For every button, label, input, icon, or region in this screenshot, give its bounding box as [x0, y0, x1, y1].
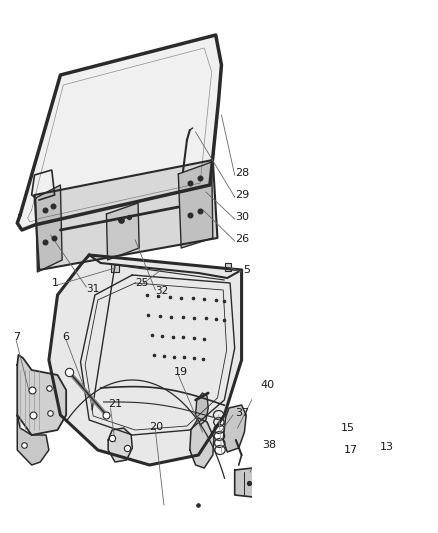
Polygon shape: [226, 263, 231, 271]
Text: 32: 32: [155, 286, 169, 296]
Polygon shape: [223, 405, 246, 452]
Polygon shape: [35, 185, 62, 272]
Text: 30: 30: [235, 212, 249, 222]
Text: 25: 25: [135, 278, 148, 288]
Text: 1: 1: [52, 278, 59, 288]
Text: 26: 26: [235, 234, 249, 244]
Text: 40: 40: [260, 380, 274, 390]
Text: 37: 37: [235, 408, 249, 418]
Polygon shape: [351, 452, 367, 462]
Polygon shape: [108, 428, 132, 462]
Polygon shape: [196, 393, 208, 425]
Text: 28: 28: [235, 168, 249, 178]
Text: 6: 6: [62, 332, 69, 342]
Text: 15: 15: [340, 423, 354, 433]
Text: 13: 13: [380, 442, 394, 452]
Polygon shape: [49, 255, 242, 465]
Text: 21: 21: [108, 399, 122, 409]
Polygon shape: [315, 467, 342, 495]
Polygon shape: [106, 203, 139, 260]
Text: 7: 7: [13, 332, 20, 342]
Polygon shape: [190, 418, 214, 468]
Polygon shape: [17, 415, 49, 465]
Text: 31: 31: [86, 284, 99, 294]
Text: 5: 5: [243, 265, 250, 275]
Polygon shape: [35, 160, 217, 270]
Polygon shape: [17, 35, 222, 230]
Polygon shape: [17, 355, 66, 435]
Polygon shape: [351, 462, 381, 512]
Text: 17: 17: [343, 445, 357, 455]
Text: 19: 19: [174, 367, 188, 377]
Text: 38: 38: [262, 440, 276, 450]
Text: 20: 20: [149, 422, 164, 432]
Text: 29: 29: [235, 190, 249, 200]
Polygon shape: [178, 162, 213, 248]
Polygon shape: [111, 264, 119, 272]
Polygon shape: [235, 467, 266, 498]
